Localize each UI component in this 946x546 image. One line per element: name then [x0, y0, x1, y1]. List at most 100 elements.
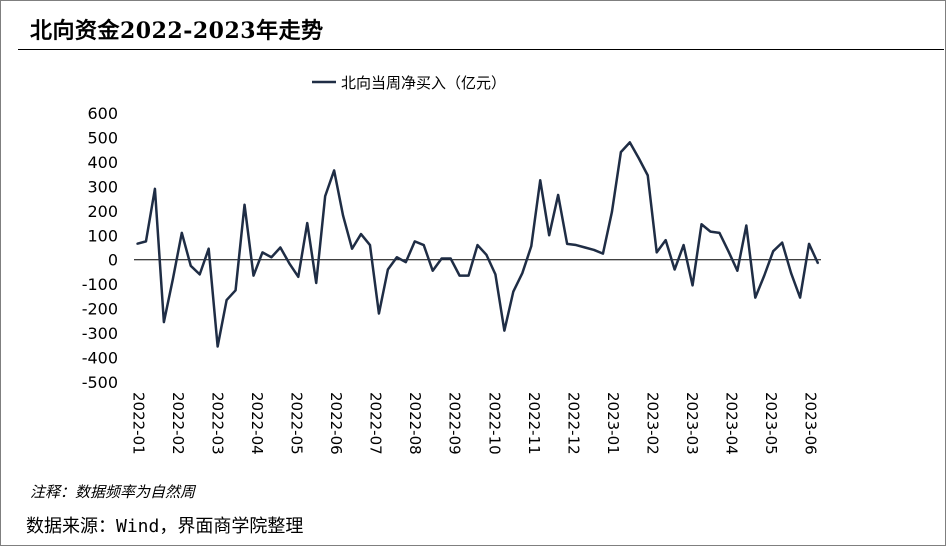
- x-tick-label: 2023-06: [802, 392, 820, 455]
- data-point: [521, 272, 524, 274]
- data-point: [360, 233, 362, 235]
- data-point: [745, 224, 748, 227]
- y-tick-label: -500: [82, 373, 118, 392]
- data-point: [216, 345, 219, 348]
- data-point: [494, 273, 497, 276]
- data-point: [396, 256, 398, 259]
- data-point: [136, 243, 138, 245]
- data-point: [709, 230, 712, 233]
- data-point: [620, 151, 622, 153]
- data-point: [637, 157, 640, 160]
- x-tick-label: 2022-03: [209, 392, 227, 455]
- x-tick-label: 2022-09: [446, 392, 464, 455]
- y-tick-label: 500: [87, 128, 118, 147]
- data-point: [602, 252, 604, 255]
- data-point: [646, 174, 649, 177]
- data-point: [763, 274, 766, 277]
- data-point: [575, 244, 577, 246]
- data-point: [163, 321, 165, 323]
- data-point: [727, 250, 730, 252]
- data-point: [700, 223, 703, 226]
- data-point: [548, 234, 550, 237]
- data-point: [781, 241, 783, 244]
- data-point: [736, 269, 739, 272]
- data-point: [799, 296, 801, 299]
- data-point: [539, 179, 542, 182]
- x-tick-label: 2023-05: [762, 392, 780, 455]
- x-tick-label: 2022-06: [327, 392, 345, 455]
- y-tick-label: 600: [87, 104, 118, 123]
- data-point: [530, 245, 533, 248]
- data-point: [629, 141, 631, 144]
- data-point: [664, 239, 667, 241]
- y-tick-label: 400: [87, 153, 118, 172]
- series-points: [136, 141, 819, 348]
- x-tick-label: 2022-07: [367, 392, 385, 455]
- data-point: [306, 222, 309, 224]
- x-tick-label: 2022-05: [288, 392, 306, 455]
- data-point: [288, 262, 291, 265]
- y-tick-label: 0: [108, 251, 118, 270]
- title-divider: [18, 49, 944, 50]
- data-point: [413, 240, 416, 243]
- x-tick-label: 2023-04: [722, 392, 740, 455]
- data-point: [440, 257, 443, 260]
- data-point: [198, 273, 201, 276]
- data-point: [790, 272, 792, 274]
- data-point: [234, 289, 237, 292]
- legend-label: 北向当周净买入（亿元）: [341, 74, 506, 92]
- data-point: [512, 290, 515, 293]
- x-tick-label: 2022-12: [564, 392, 582, 455]
- data-point: [261, 251, 264, 254]
- data-point: [378, 312, 380, 315]
- legend: 北向当周净买入（亿元）: [312, 74, 506, 92]
- y-tick-label: 300: [87, 177, 118, 196]
- data-point: [297, 276, 300, 278]
- x-tick-label: 2022-08: [406, 392, 424, 455]
- data-point: [566, 243, 568, 245]
- data-point: [682, 244, 685, 246]
- data-point: [431, 269, 434, 272]
- x-tick-label: 2023-03: [683, 392, 701, 455]
- x-axis-ticks: 2022-01 2022-02 2022-03 2022-04 2022-05 2022-…: [130, 392, 820, 455]
- data-point: [342, 214, 344, 217]
- data-point: [387, 268, 389, 271]
- x-tick-label: 2022-11: [525, 392, 543, 455]
- x-tick-label: 2022-10: [485, 392, 503, 455]
- data-point: [324, 195, 326, 197]
- data-point: [655, 251, 658, 254]
- data-point: [673, 268, 676, 271]
- data-point: [808, 243, 810, 245]
- data-point: [154, 188, 156, 190]
- data-point: [476, 244, 479, 246]
- data-point: [172, 278, 174, 281]
- data-point: [369, 244, 371, 246]
- y-tick-label: 100: [87, 226, 118, 245]
- data-point: [718, 232, 721, 234]
- data-point: [181, 232, 183, 234]
- y-tick-label: -400: [82, 349, 118, 368]
- data-point: [333, 169, 335, 172]
- source-text: 数据来源：Wind，界面商学院整理: [26, 516, 304, 537]
- y-tick-label: -100: [82, 275, 118, 294]
- data-point: [584, 246, 586, 249]
- y-tick-label: -300: [82, 324, 118, 343]
- data-point: [557, 194, 559, 196]
- data-point: [405, 261, 407, 263]
- data-point: [772, 250, 774, 252]
- data-point: [225, 299, 228, 301]
- y-axis-ticks: 600 500 400 300 200 100 0 -100 -200 -300 -400 -500: [82, 104, 118, 392]
- x-tick-label: 2022-04: [248, 392, 266, 455]
- data-point: [503, 329, 506, 332]
- data-point: [243, 203, 246, 206]
- data-point: [315, 282, 318, 284]
- data-point: [449, 257, 452, 260]
- data-point: [817, 262, 819, 265]
- x-tick-label: 2023-02: [643, 392, 661, 455]
- data-point: [279, 246, 282, 249]
- data-point: [351, 247, 353, 250]
- data-point: [691, 284, 694, 287]
- data-point: [270, 256, 273, 259]
- x-tick-label: 2022-02: [169, 392, 187, 455]
